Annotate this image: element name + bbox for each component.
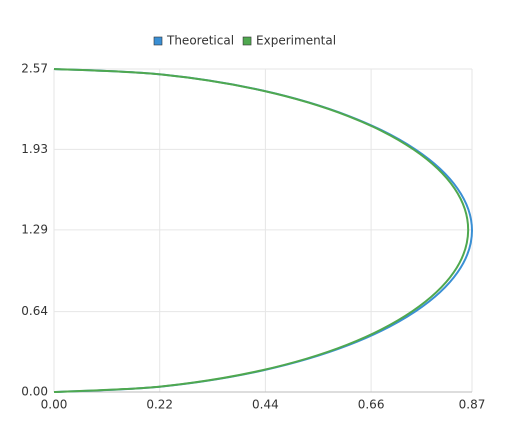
series-line (53, 68, 470, 393)
x-tick-label: 0.44 (252, 398, 279, 412)
legend-label: Experimental (256, 34, 336, 48)
x-tick-label: 0.87 (459, 398, 486, 412)
legend-swatch (153, 36, 163, 46)
y-tick-label: 0.00 (21, 385, 48, 399)
x-tick-label: 0.22 (146, 398, 173, 412)
legend-label: Theoretical (166, 34, 234, 48)
x-tick-label: 0.66 (358, 398, 385, 412)
series-line (53, 68, 474, 393)
y-tick-label: 1.29 (21, 222, 48, 236)
x-tick-label: 0.00 (41, 398, 68, 412)
y-tick-label: 1.93 (21, 142, 48, 156)
y-tick-label: 2.57 (21, 62, 48, 76)
y-tick-label: 0.64 (21, 304, 48, 318)
legend-swatch (242, 36, 252, 46)
